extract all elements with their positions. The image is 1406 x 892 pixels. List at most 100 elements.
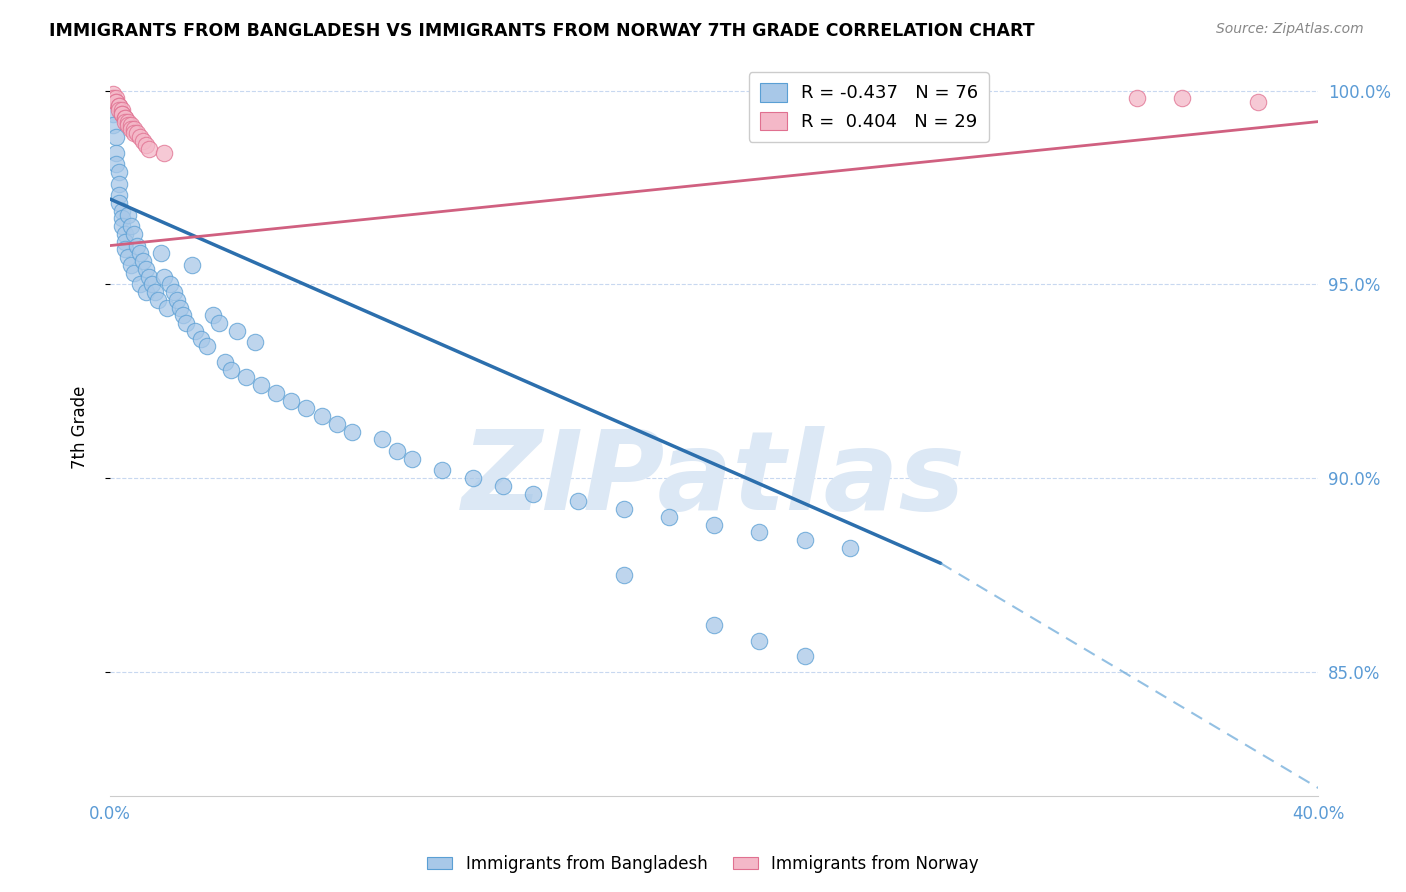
Point bbox=[105, 157, 128, 171]
Point bbox=[461, 471, 484, 485]
Point bbox=[120, 258, 142, 272]
Point bbox=[117, 114, 139, 128]
Point bbox=[280, 393, 302, 408]
Point bbox=[1247, 95, 1270, 110]
Point bbox=[108, 99, 131, 113]
Point bbox=[111, 203, 134, 218]
Point bbox=[492, 479, 515, 493]
Point bbox=[839, 541, 862, 555]
Point bbox=[129, 246, 152, 260]
Point bbox=[138, 269, 160, 284]
Point bbox=[214, 355, 236, 369]
Point bbox=[169, 301, 191, 315]
Point bbox=[385, 444, 408, 458]
Point bbox=[793, 649, 815, 664]
Point bbox=[105, 95, 128, 110]
Point bbox=[111, 219, 134, 234]
Point bbox=[153, 269, 176, 284]
Point bbox=[703, 517, 725, 532]
Point bbox=[120, 119, 142, 133]
Point bbox=[120, 219, 142, 234]
Point bbox=[127, 238, 149, 252]
Point bbox=[129, 277, 152, 292]
Point bbox=[264, 385, 287, 400]
Point bbox=[148, 293, 170, 307]
Point bbox=[180, 258, 202, 272]
Point bbox=[340, 425, 363, 439]
Point bbox=[195, 339, 218, 353]
Point bbox=[401, 451, 423, 466]
Point bbox=[114, 235, 136, 249]
Point bbox=[793, 533, 815, 547]
Point bbox=[172, 308, 194, 322]
Legend: R = -0.437   N = 76, R =  0.404   N = 29: R = -0.437 N = 76, R = 0.404 N = 29 bbox=[749, 72, 988, 142]
Point bbox=[432, 463, 454, 477]
Point bbox=[141, 277, 163, 292]
Point bbox=[132, 134, 155, 148]
Point bbox=[135, 285, 157, 299]
Point bbox=[153, 145, 176, 160]
Point bbox=[117, 208, 139, 222]
Point bbox=[127, 126, 149, 140]
Text: ZIPatlas: ZIPatlas bbox=[463, 425, 966, 533]
Point bbox=[111, 103, 134, 117]
Point bbox=[748, 525, 770, 540]
Point bbox=[235, 370, 257, 384]
Point bbox=[101, 107, 124, 121]
Point bbox=[166, 293, 188, 307]
Point bbox=[156, 301, 179, 315]
Point bbox=[295, 401, 318, 416]
Point bbox=[122, 122, 145, 136]
Point bbox=[226, 324, 249, 338]
Point bbox=[522, 486, 544, 500]
Point bbox=[111, 107, 134, 121]
Point bbox=[243, 335, 266, 350]
Point bbox=[162, 285, 184, 299]
Point bbox=[117, 250, 139, 264]
Point bbox=[108, 188, 131, 202]
Point bbox=[208, 316, 231, 330]
Point bbox=[122, 266, 145, 280]
Point bbox=[105, 145, 128, 160]
Point bbox=[159, 277, 181, 292]
Point bbox=[117, 119, 139, 133]
Point bbox=[101, 119, 124, 133]
Point bbox=[748, 633, 770, 648]
Point bbox=[111, 107, 134, 121]
Point bbox=[120, 122, 142, 136]
Point bbox=[129, 130, 152, 145]
Point bbox=[567, 494, 589, 508]
Point bbox=[114, 111, 136, 125]
Point bbox=[114, 114, 136, 128]
Point bbox=[122, 126, 145, 140]
Point bbox=[101, 87, 124, 102]
Point bbox=[183, 324, 205, 338]
Point bbox=[108, 177, 131, 191]
Text: Source: ZipAtlas.com: Source: ZipAtlas.com bbox=[1216, 22, 1364, 37]
Point bbox=[150, 246, 173, 260]
Point bbox=[219, 362, 242, 376]
Point bbox=[135, 137, 157, 152]
Point bbox=[1126, 91, 1149, 105]
Legend: Immigrants from Bangladesh, Immigrants from Norway: Immigrants from Bangladesh, Immigrants f… bbox=[420, 848, 986, 880]
Point bbox=[325, 417, 347, 431]
Point bbox=[703, 618, 725, 632]
Point bbox=[105, 91, 128, 105]
Point bbox=[612, 502, 634, 516]
Point bbox=[201, 308, 224, 322]
Point bbox=[190, 332, 212, 346]
Point bbox=[371, 432, 394, 446]
Point bbox=[108, 196, 131, 211]
Point bbox=[250, 378, 273, 392]
Point bbox=[132, 254, 155, 268]
Point bbox=[658, 509, 681, 524]
Point bbox=[105, 95, 128, 110]
Point bbox=[145, 285, 167, 299]
Point bbox=[174, 316, 197, 330]
Point bbox=[122, 227, 145, 241]
Point bbox=[111, 211, 134, 226]
Point bbox=[108, 103, 131, 117]
Point bbox=[138, 142, 160, 156]
Y-axis label: 7th Grade: 7th Grade bbox=[72, 386, 89, 469]
Point bbox=[108, 165, 131, 179]
